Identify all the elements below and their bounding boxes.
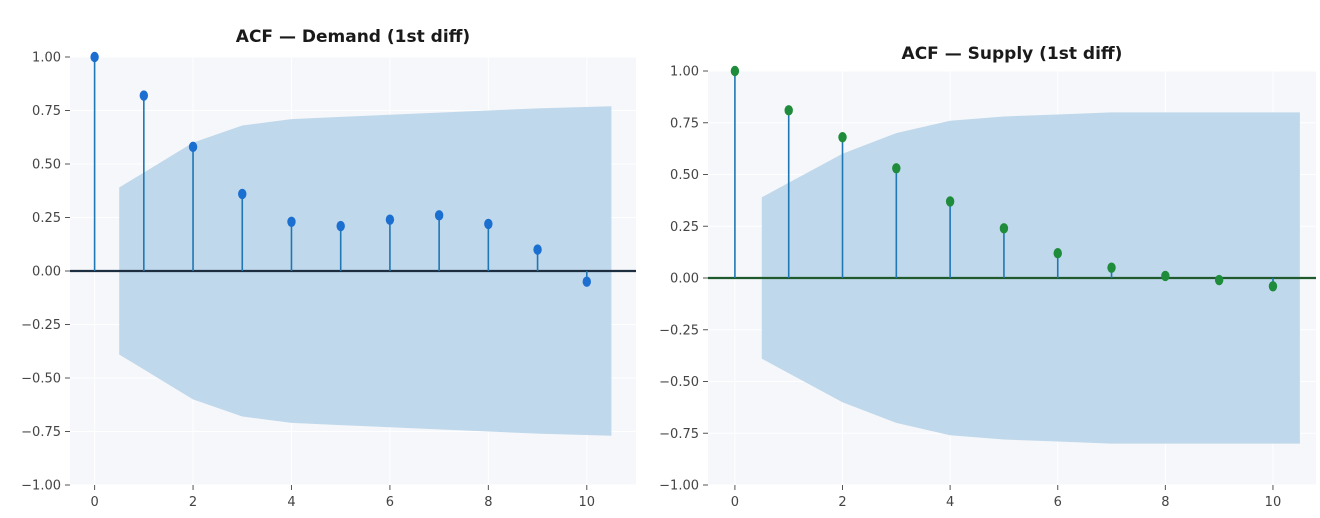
x-tick-label: 6	[386, 495, 394, 510]
stem-marker	[999, 223, 1009, 234]
stem-marker	[1161, 270, 1170, 282]
y-tick-label: 0.00	[32, 265, 61, 280]
stem-marker	[582, 276, 591, 287]
y-tick-label: 0.00	[670, 272, 699, 287]
y-tick-label: −0.25	[21, 318, 61, 333]
x-tick-label: 8	[1161, 495, 1169, 510]
stem-marker	[188, 141, 198, 153]
x-tick-label: 0	[90, 495, 98, 510]
x-tick-label: 4	[946, 495, 954, 510]
stem-marker	[1214, 274, 1224, 286]
acf-supply-chart: 1.00 0.75 0.50 0.25 0.00 −0.25 −0.50 −0.75 −1.00…	[659, 44, 1316, 510]
stem-marker	[838, 132, 847, 143]
y-tick-label: 0.25	[670, 220, 699, 235]
stem-marker	[1268, 281, 1278, 292]
y-tick-label: −0.75	[659, 427, 699, 442]
y-tick-label: −0.50	[21, 372, 61, 387]
x-tick-label: 10	[579, 495, 596, 510]
acf-demand-panel: 1.00 0.75 0.50 0.25 0.00 −0.25 −0.50 −0.75 −1.00…	[0, 0, 650, 518]
y-tick-label: −1.00	[659, 479, 699, 494]
y-tick-label: 1.00	[670, 65, 699, 80]
stem-marker	[90, 51, 99, 63]
stem-marker	[484, 218, 493, 230]
y-tick-label: −0.50	[659, 375, 699, 390]
chart-title: ACF — Demand (1st diff)	[236, 27, 470, 47]
y-tick-label: 0.50	[32, 158, 61, 173]
stem-marker	[238, 188, 247, 200]
stem-marker	[1107, 262, 1116, 273]
stem-marker	[892, 163, 901, 174]
stem-marker	[945, 196, 955, 207]
y-tick-label: 0.50	[670, 168, 699, 183]
y-tick-label: −1.00	[21, 479, 61, 494]
acf-supply-panel: 1.00 0.75 0.50 0.25 0.00 −0.25 −0.50 −0.75 −1.00…	[652, 0, 1320, 518]
chart-title: ACF — Supply (1st diff)	[902, 44, 1123, 64]
stem-marker	[434, 210, 444, 221]
stem-marker	[287, 216, 296, 227]
y-tick-label: 0.75	[670, 116, 699, 131]
stem-marker	[139, 90, 149, 101]
x-tick-label: 2	[189, 495, 197, 510]
y-tick-label: 0.25	[32, 211, 61, 226]
y-tick-label: 0.75	[32, 104, 61, 119]
x-tick-label: 2	[838, 495, 846, 510]
x-tick-label: 0	[731, 495, 739, 510]
stem-marker	[533, 244, 542, 255]
y-tick-label: −0.75	[21, 425, 61, 440]
y-tick-label: −0.25	[659, 323, 699, 338]
stem-marker	[1053, 247, 1062, 259]
x-tick-label: 4	[287, 495, 295, 510]
y-tick-label: 1.00	[32, 51, 61, 66]
x-tick-label: 6	[1054, 495, 1062, 510]
x-tick-label: 8	[484, 495, 492, 510]
x-tick-label: 10	[1265, 495, 1282, 510]
stem-marker	[784, 105, 793, 116]
stem-marker	[730, 65, 740, 77]
stem-marker	[336, 220, 345, 232]
acf-demand-chart: 1.00 0.75 0.50 0.25 0.00 −0.25 −0.50 −0.75 −1.00…	[21, 27, 636, 510]
stem-marker	[385, 214, 395, 225]
